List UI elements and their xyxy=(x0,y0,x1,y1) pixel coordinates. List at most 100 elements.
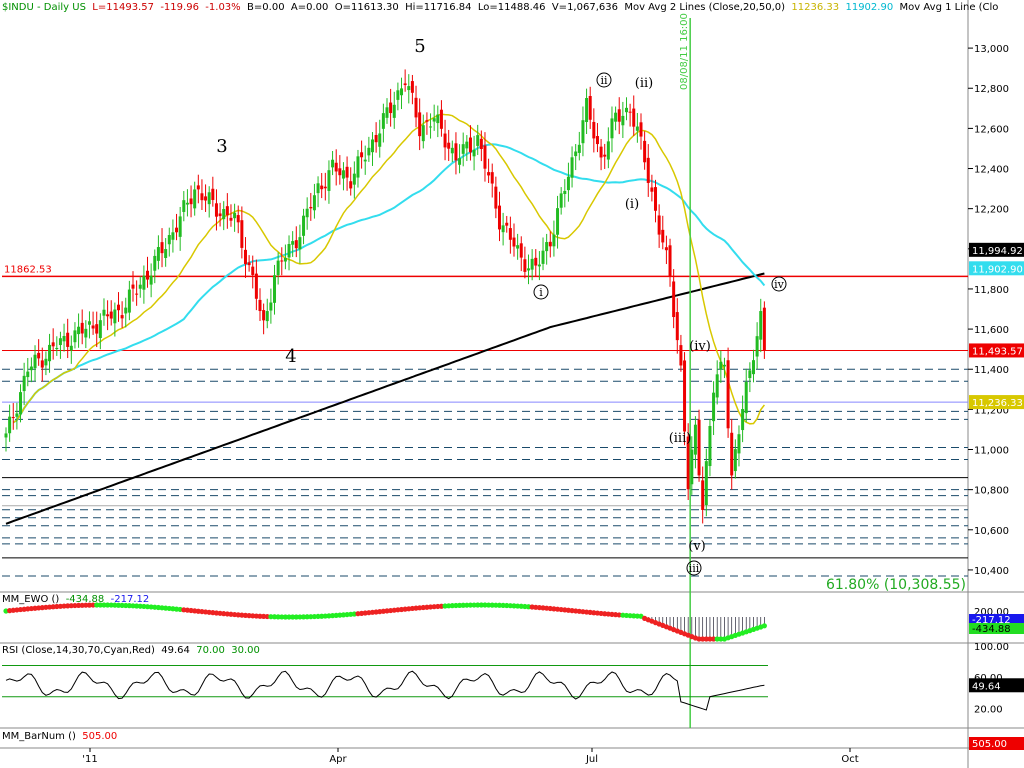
candle-body xyxy=(643,140,647,163)
candle-body xyxy=(421,125,425,142)
candle-body xyxy=(389,102,393,114)
ewo-point xyxy=(297,614,303,620)
candle-body xyxy=(160,242,164,254)
candle-body xyxy=(701,480,705,510)
candle-body xyxy=(211,188,215,200)
y-tick-label: 11,800 xyxy=(974,285,1009,296)
candle-body xyxy=(309,206,313,209)
candle-body xyxy=(537,264,541,267)
volume-value: V=1,067,636 xyxy=(551,2,618,13)
candle-body xyxy=(167,235,171,245)
ewo-value-1: -434.88 xyxy=(65,594,105,605)
candle-body xyxy=(719,361,723,370)
ewo-point xyxy=(486,602,492,608)
candle-body xyxy=(429,126,433,128)
ewo-point xyxy=(493,602,499,608)
candle-body xyxy=(654,187,658,211)
barnum-title: MM_BarNum () xyxy=(2,731,76,742)
ewo-point xyxy=(482,602,488,608)
candle-body xyxy=(610,118,614,139)
ewo-point xyxy=(464,602,470,608)
y-tick-label: 12,200 xyxy=(974,205,1009,216)
candle-body xyxy=(559,193,563,208)
candle-body xyxy=(349,181,353,189)
candle-body xyxy=(595,136,599,145)
ewo-point xyxy=(119,602,125,608)
candle-body xyxy=(396,90,400,100)
candle-body xyxy=(240,220,244,248)
candle-body xyxy=(218,213,222,217)
candle-body xyxy=(29,366,33,371)
change-percent: -1.03% xyxy=(205,2,241,13)
candle-body xyxy=(512,237,516,247)
candle-body xyxy=(588,96,592,120)
candle-body xyxy=(113,309,117,324)
wave-circle xyxy=(771,276,787,292)
ewo-point xyxy=(700,636,706,642)
high-value: Hi=11716.84 xyxy=(405,2,472,13)
candle-body xyxy=(8,416,12,434)
candle-body xyxy=(345,166,349,178)
candle-body xyxy=(273,275,277,303)
candle-body xyxy=(15,413,19,417)
ewo-point xyxy=(453,602,459,609)
candle-body xyxy=(574,151,578,157)
ewo-point xyxy=(75,602,82,609)
candle-body xyxy=(679,345,683,366)
ewo-point xyxy=(268,614,274,620)
candle-body xyxy=(327,170,331,191)
y-tick-label: 10,600 xyxy=(974,526,1009,537)
chart-header: $INDU - Daily US L=11493.57 -119.96 -1.0… xyxy=(2,2,998,13)
wave-label: (i) xyxy=(625,197,639,212)
candle-body xyxy=(606,141,610,160)
candle-body xyxy=(657,215,661,235)
candle-body xyxy=(258,299,262,312)
candle-body xyxy=(697,419,701,476)
candle-body xyxy=(120,315,124,319)
candle-body xyxy=(77,326,81,335)
barnum-pane-label: MM_BarNum () 505.00 xyxy=(2,731,117,742)
fib-label: 61.80% (10,308.55) xyxy=(826,577,966,593)
candle-body xyxy=(193,189,197,209)
candle-body xyxy=(196,185,200,190)
candle-body xyxy=(360,152,364,158)
ewo-value-2: -217.12 xyxy=(110,594,150,605)
candle-body xyxy=(403,83,407,86)
ewo-tag-bg xyxy=(969,614,1024,625)
candle-body xyxy=(385,107,389,118)
ma2-label: Mov Avg 2 Lines (Close,20,50,0) xyxy=(624,2,786,13)
candle-body xyxy=(106,314,110,317)
wave-label: iii xyxy=(689,562,700,575)
y-tick-label: 10,400 xyxy=(974,566,1009,577)
y-tick-label: 11,000 xyxy=(974,446,1009,457)
rsi-tag-label: 49.64 xyxy=(972,681,1001,692)
rsi-upper: 70.00 xyxy=(196,645,225,656)
ewo-point xyxy=(271,614,278,620)
rsi-title: RSI (Close,14,30,70,Cyan,Red) xyxy=(2,645,155,656)
price-tag-bg xyxy=(969,261,1024,276)
ma20-value: 11236.33 xyxy=(791,2,840,13)
candle-body xyxy=(153,255,157,271)
ma50-value: 11902.90 xyxy=(845,2,894,13)
candle-body xyxy=(142,275,146,290)
x-tick-label: Jul xyxy=(585,754,598,765)
candle-body xyxy=(265,311,269,322)
ewo-point xyxy=(115,602,122,608)
candle-body xyxy=(755,336,759,357)
candle-body xyxy=(19,392,23,415)
price-tag-bg xyxy=(969,242,1024,257)
candle-body xyxy=(262,310,266,321)
candle-body xyxy=(334,162,338,172)
candle-body xyxy=(236,215,240,223)
candle-body xyxy=(243,249,247,265)
candle-body xyxy=(341,170,345,179)
ewo-group xyxy=(3,602,767,642)
candle-body xyxy=(414,97,418,118)
candle-body xyxy=(229,217,233,221)
candle-body xyxy=(635,126,639,131)
ewo-point xyxy=(83,602,89,608)
barnum-tag-bg xyxy=(969,737,1024,750)
candle-body xyxy=(51,342,55,347)
